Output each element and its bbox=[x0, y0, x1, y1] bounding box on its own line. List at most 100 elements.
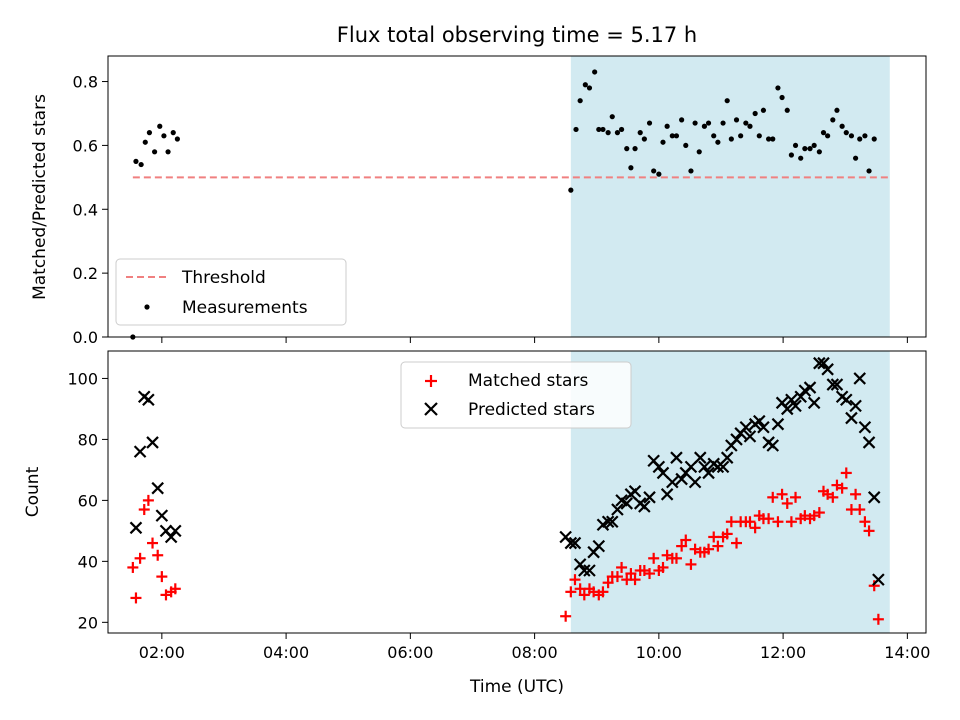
measurements-point bbox=[696, 149, 702, 155]
matched-stars-point bbox=[657, 561, 669, 573]
measurements-point bbox=[792, 142, 799, 149]
matched-stars-point bbox=[156, 571, 168, 583]
predicted-stars-point bbox=[821, 363, 834, 376]
matched-stars-point bbox=[147, 537, 159, 549]
measurements-point bbox=[170, 130, 176, 136]
predicted-stars-point bbox=[670, 451, 683, 464]
bottom-y-axis-label: Count bbox=[23, 466, 43, 517]
bottom-marks bbox=[127, 356, 885, 625]
predicted-stars-point bbox=[730, 433, 743, 446]
predicted-stars-point bbox=[675, 472, 688, 486]
top-x-ticks bbox=[161, 337, 908, 343]
matched-stars-point bbox=[813, 507, 825, 519]
predicted-stars-point bbox=[578, 564, 591, 577]
measurements-point bbox=[720, 120, 726, 126]
measurements-point bbox=[701, 123, 708, 129]
measurements-point bbox=[582, 82, 588, 88]
measurements-point bbox=[871, 136, 877, 142]
matched-stars-point bbox=[725, 516, 737, 528]
measurements-point bbox=[592, 69, 598, 75]
predicted-stars-point bbox=[142, 393, 155, 407]
matched-stars-point bbox=[731, 537, 743, 549]
matched-stars-point bbox=[138, 504, 150, 516]
matched-stars-point bbox=[767, 491, 779, 503]
top-y-axis-label: Matched/Predicted stars bbox=[30, 94, 50, 300]
top-y-tick-label: 0.4 bbox=[73, 200, 98, 219]
matched-legend-swatch bbox=[425, 375, 437, 387]
predicted-stars-point bbox=[817, 356, 830, 370]
measurements-point bbox=[733, 117, 740, 123]
bottom-y-ticks: 20 40 60 80 100 bbox=[67, 369, 108, 632]
predicted-stars-point bbox=[638, 500, 651, 513]
predicted-stars-point bbox=[739, 420, 753, 434]
predicted-stars-point bbox=[133, 445, 147, 458]
matched-stars-point bbox=[134, 552, 146, 564]
measurements-point bbox=[641, 136, 647, 142]
predicted-stars-point bbox=[620, 497, 634, 510]
bottom-y-tick-label: 60 bbox=[78, 491, 98, 510]
matched-stars-point bbox=[676, 540, 688, 552]
predicted-stars-point bbox=[693, 451, 707, 464]
predicted-stars-point bbox=[702, 466, 715, 480]
bottom-x-tick-label: 02:00 bbox=[139, 643, 185, 662]
measurements-point bbox=[738, 133, 744, 139]
measurements-point bbox=[656, 171, 662, 177]
predicted-stars-point bbox=[146, 436, 159, 449]
bottom-x-ticks: 02:00 04:00 06:00 08:00 10:00 12:00 14:00 bbox=[139, 633, 930, 662]
matched-stars-point bbox=[670, 552, 682, 564]
measurements-point bbox=[157, 123, 163, 129]
predicted-stars-point bbox=[592, 539, 606, 553]
measurements-legend-swatch bbox=[144, 304, 150, 310]
predicted-stars-point bbox=[583, 564, 596, 577]
predicted-stars-point bbox=[643, 491, 656, 504]
measurements-legend-label: Measurements bbox=[182, 298, 308, 318]
predicted-stars-point bbox=[839, 393, 853, 407]
matched-stars-point bbox=[763, 513, 775, 525]
measurements-point bbox=[807, 146, 813, 152]
predicted-stars-point bbox=[711, 460, 725, 474]
measurements-point bbox=[816, 149, 822, 155]
predicted-stars-point bbox=[785, 393, 798, 407]
measurements-point bbox=[573, 126, 579, 133]
predicted-stars-point bbox=[867, 491, 881, 504]
matched-stars-point bbox=[712, 540, 724, 552]
predicted-stars-point bbox=[872, 573, 885, 586]
top-legend-box bbox=[115, 258, 347, 326]
measurements-point bbox=[752, 110, 758, 117]
measurements-point bbox=[848, 133, 855, 139]
predicted-stars-point bbox=[753, 414, 766, 428]
measurements-point bbox=[811, 142, 817, 149]
predicted-stars-point bbox=[794, 390, 807, 404]
predicted-stars-point bbox=[164, 530, 178, 544]
measurements-point bbox=[673, 133, 680, 139]
top-y-tick-label: 0.8 bbox=[73, 73, 98, 92]
top-y-tick-label: 0.6 bbox=[73, 136, 98, 155]
predicted-stars-point bbox=[684, 460, 698, 474]
measurements-point bbox=[660, 139, 666, 145]
measurements-point bbox=[705, 120, 712, 126]
top-shaded-span bbox=[570, 56, 890, 337]
predicted-stars-point bbox=[807, 396, 821, 410]
measurements-point bbox=[651, 168, 657, 174]
matched-stars-point bbox=[574, 583, 586, 595]
measurements-point bbox=[151, 149, 158, 155]
predicted-legend-label: Predicted stars bbox=[468, 400, 595, 420]
measurements-point bbox=[161, 133, 167, 139]
matched-stars-point bbox=[785, 516, 797, 528]
predicted-stars-point bbox=[568, 536, 582, 550]
measurements-point bbox=[724, 98, 730, 104]
measurements-point bbox=[825, 133, 831, 139]
measurements-point bbox=[802, 146, 808, 152]
bottom-x-tick-label: 10:00 bbox=[636, 643, 682, 662]
matched-stars-point bbox=[749, 522, 761, 534]
matched-stars-point bbox=[644, 568, 656, 580]
measurements-point bbox=[747, 123, 753, 129]
predicted-stars-point bbox=[766, 439, 780, 452]
predicted-stars-point bbox=[858, 420, 872, 434]
predicted-legend-swatch bbox=[424, 402, 438, 416]
measurements-point bbox=[839, 123, 845, 129]
measurements-point bbox=[669, 133, 675, 139]
matched-stars-point bbox=[850, 488, 862, 500]
measurements-point bbox=[775, 85, 781, 91]
predicted-stars-point bbox=[169, 524, 182, 538]
